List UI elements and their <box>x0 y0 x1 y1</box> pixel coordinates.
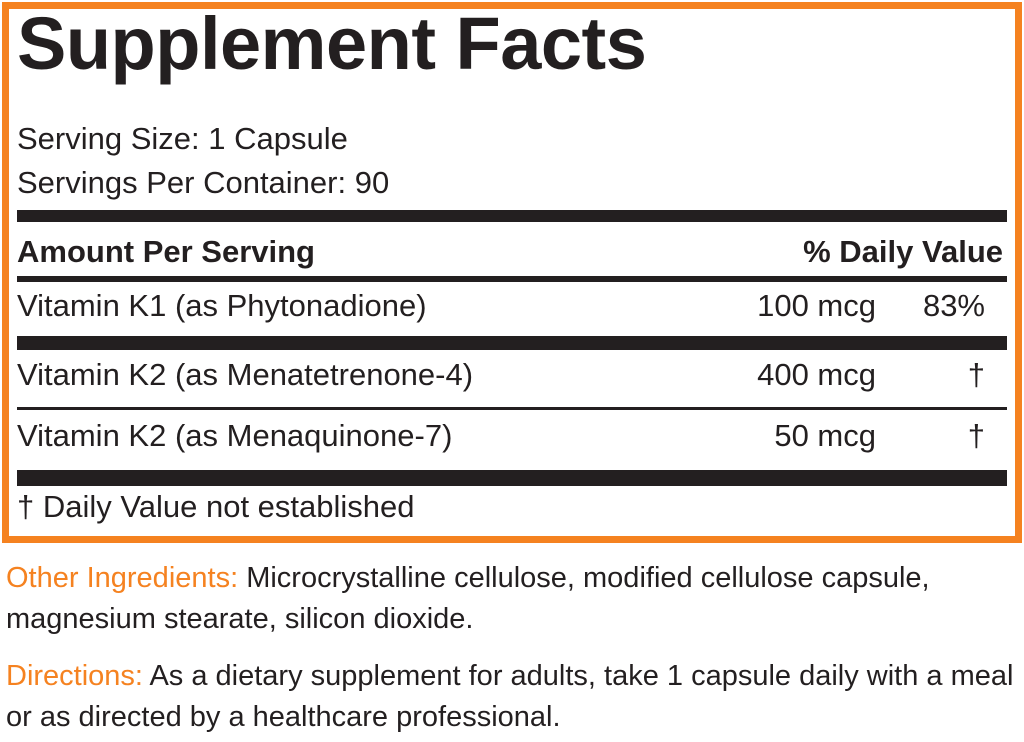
nutrient-amount: 50 mcg <box>774 418 876 453</box>
thick-divider <box>17 336 1007 350</box>
panel-title: Supplement Facts <box>17 2 647 85</box>
nutrient-name: Vitamin K2 (as Menaquinone-7) <box>17 418 453 453</box>
servings-per-container: Servings Per Container: 90 <box>17 165 390 200</box>
serving-size: Serving Size: 1 Capsule <box>17 121 348 156</box>
supplement-facts-panel: Supplement Facts Serving Size: 1 Capsule… <box>2 2 1022 543</box>
nutrient-amount: 100 mcg <box>757 288 876 323</box>
directions-text: As a dietary supplement for adults, take… <box>6 660 1014 733</box>
other-ingredients-label: Other Ingredients: <box>6 562 239 594</box>
directions: Directions: As a dietary supplement for … <box>6 656 1016 738</box>
amount-per-serving-header: Amount Per Serving <box>17 234 315 269</box>
thick-divider <box>17 470 1007 486</box>
nutrient-daily-value: 83% <box>922 288 985 323</box>
medium-divider <box>17 276 1007 282</box>
dagger-icon: † <box>967 357 985 392</box>
thick-divider <box>17 210 1007 222</box>
other-ingredients: Other Ingredients: Microcrystalline cell… <box>6 558 1016 640</box>
nutrient-name: Vitamin K1 (as Phytonadione) <box>17 288 427 323</box>
dagger-icon: † <box>967 418 985 453</box>
thin-divider <box>17 407 1007 410</box>
footnote: † Daily Value not established <box>17 489 415 524</box>
nutrient-name: Vitamin K2 (as Menatetrenone-4) <box>17 357 474 392</box>
directions-label: Directions: <box>6 660 143 692</box>
other-ingredients-text: Microcrystalline cellulose, modified cel… <box>6 562 930 635</box>
daily-value-header: % Daily Value <box>803 234 1003 269</box>
nutrient-amount: 400 mcg <box>757 357 876 392</box>
